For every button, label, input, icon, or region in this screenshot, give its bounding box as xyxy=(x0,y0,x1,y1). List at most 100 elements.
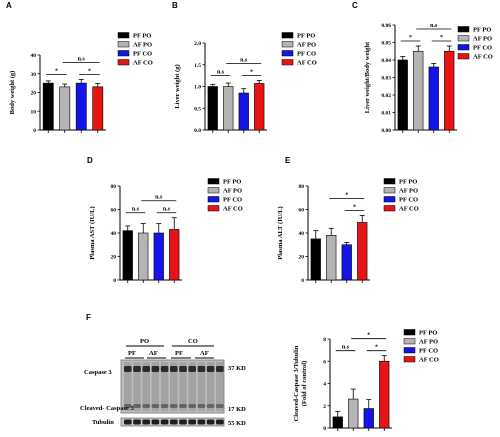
caspase-band xyxy=(170,366,178,372)
tubulin-bands xyxy=(124,419,224,425)
tubulin-band xyxy=(179,419,187,425)
cleaved-band xyxy=(216,404,224,408)
y-tick-label-f: 2 xyxy=(323,404,326,410)
caspase-band xyxy=(142,366,150,372)
y-tick-label-c: 0.02 xyxy=(381,93,391,99)
legend-swatch xyxy=(207,205,220,212)
tubulin-band xyxy=(142,419,150,425)
caspase-band xyxy=(206,366,215,372)
group-label-co: CO xyxy=(188,338,198,345)
bar-af-co xyxy=(357,222,368,281)
significance-label: n.s xyxy=(217,69,225,75)
cleaved-band xyxy=(179,404,187,408)
legend-label: AF PO xyxy=(399,188,418,195)
cleaved-band xyxy=(151,404,160,408)
bar-af-po xyxy=(59,86,71,131)
y-tick-label-b: 1.0 xyxy=(194,85,201,91)
legend-label: PF CO xyxy=(133,51,152,58)
caspase-band xyxy=(151,366,160,372)
blot-lanes xyxy=(124,362,224,411)
blot-lane xyxy=(206,362,215,411)
y-axis-label-d: Plasma AST (IU/L) xyxy=(89,206,96,259)
y-axis-label-b: Liver weight (g) xyxy=(174,64,181,108)
bar-af-po xyxy=(138,232,149,281)
legend-swatch xyxy=(403,338,416,345)
legend-swatch xyxy=(403,356,416,363)
significance-label: * xyxy=(367,333,370,339)
tubulin-band xyxy=(133,419,141,425)
bar-af-po xyxy=(326,235,337,281)
bar-af-co xyxy=(379,360,390,429)
significance-label: * xyxy=(55,68,58,74)
bar-pf-po xyxy=(310,238,321,281)
significance-label: n.s xyxy=(78,56,86,62)
caspase-band xyxy=(197,366,206,372)
legend-label: AF PO xyxy=(133,42,152,49)
tubulin-band xyxy=(160,419,169,425)
legend-label: PF PO xyxy=(223,179,241,186)
y-axis-label-e: Plasma ALT (IU/L) xyxy=(277,206,284,259)
panel-label-e: E xyxy=(285,156,291,165)
bar-pf-co xyxy=(428,66,439,131)
tubulin-band xyxy=(216,419,224,425)
legend-swatch xyxy=(403,347,416,354)
blot-lane xyxy=(151,362,160,411)
significance-label: n.s xyxy=(163,207,171,213)
significance-label: * xyxy=(345,192,348,198)
cleaved-band xyxy=(133,404,141,408)
bar-af-co xyxy=(254,83,265,131)
lane-label-pf-po: PF xyxy=(128,350,136,357)
chart-panel-e: E 0 20 40 60 80 Plasma ALT (IU/L) * * PF PO AF PO P… xyxy=(277,156,419,284)
bar-pf-po xyxy=(122,230,133,281)
bar-pf-co xyxy=(363,408,374,429)
legend-label: PF CO xyxy=(419,348,438,355)
y-tick-label-e: 40 xyxy=(299,231,305,237)
significance-label: n.s xyxy=(342,345,350,351)
y-tick-label-c: 0.00 xyxy=(381,128,391,134)
bar-pf-co xyxy=(75,82,87,131)
significance-label: n.s xyxy=(132,207,140,213)
y-tick-label-f: 8 xyxy=(323,337,326,343)
blot-lane xyxy=(197,362,206,411)
significance-label: * xyxy=(440,35,443,41)
cleaved-band xyxy=(188,404,196,408)
cleaved-band xyxy=(170,404,178,408)
y-axis-label-f: (Fold of control) xyxy=(301,361,308,406)
bar-pf-po xyxy=(207,86,218,131)
bar-pf-po xyxy=(42,82,54,131)
chart-panel-c: C 0.00 0.01 0.02 0.03 0.04 0.05 0.06 Liver weigh… xyxy=(352,1,493,134)
y-axis-label-a: Body weight (g) xyxy=(9,71,16,115)
bar-af-po xyxy=(223,86,234,131)
y-tick-label-c: 0.05 xyxy=(381,41,391,47)
blot-lane xyxy=(179,362,187,411)
caspase-band xyxy=(216,366,224,372)
y-tick-label-a: 40 xyxy=(31,53,37,59)
bar-pf-po xyxy=(397,59,408,131)
legend-label: AF PO xyxy=(223,188,242,195)
y-tick-label-c: 0.03 xyxy=(381,76,391,82)
legend-swatch xyxy=(281,41,294,48)
chart-panel-f: 0 2 4 6 8 Cleaved-Caspase 3/Tubulin (Fold of c… xyxy=(293,329,439,432)
legend-label: AF CO xyxy=(419,357,439,364)
significance-label: * xyxy=(375,345,378,351)
cleaved-band xyxy=(197,404,206,408)
panel-label-b: B xyxy=(172,1,178,10)
legend-label: AF CO xyxy=(133,60,153,67)
significance-label: * xyxy=(88,68,91,74)
significance-label: * xyxy=(409,35,412,41)
y-tick-label-b: 0.0 xyxy=(194,128,201,134)
cleaved-band xyxy=(142,404,150,408)
y-tick-label-d: 0 xyxy=(113,278,116,284)
legend-label: PF PO xyxy=(419,330,437,337)
legend-swatch xyxy=(457,26,470,33)
panel-label-f: F xyxy=(86,313,91,322)
y-tick-label-a: 0 xyxy=(33,128,36,134)
legend-swatch xyxy=(281,50,294,57)
tubulin-band xyxy=(197,419,206,425)
band-label-cleaved-caspase-3: Cleaved- Caspase 3 xyxy=(80,405,135,412)
y-axis-label-f: Cleaved-Caspase 3/Tubulin xyxy=(293,345,300,421)
bar-af-co xyxy=(92,86,104,131)
